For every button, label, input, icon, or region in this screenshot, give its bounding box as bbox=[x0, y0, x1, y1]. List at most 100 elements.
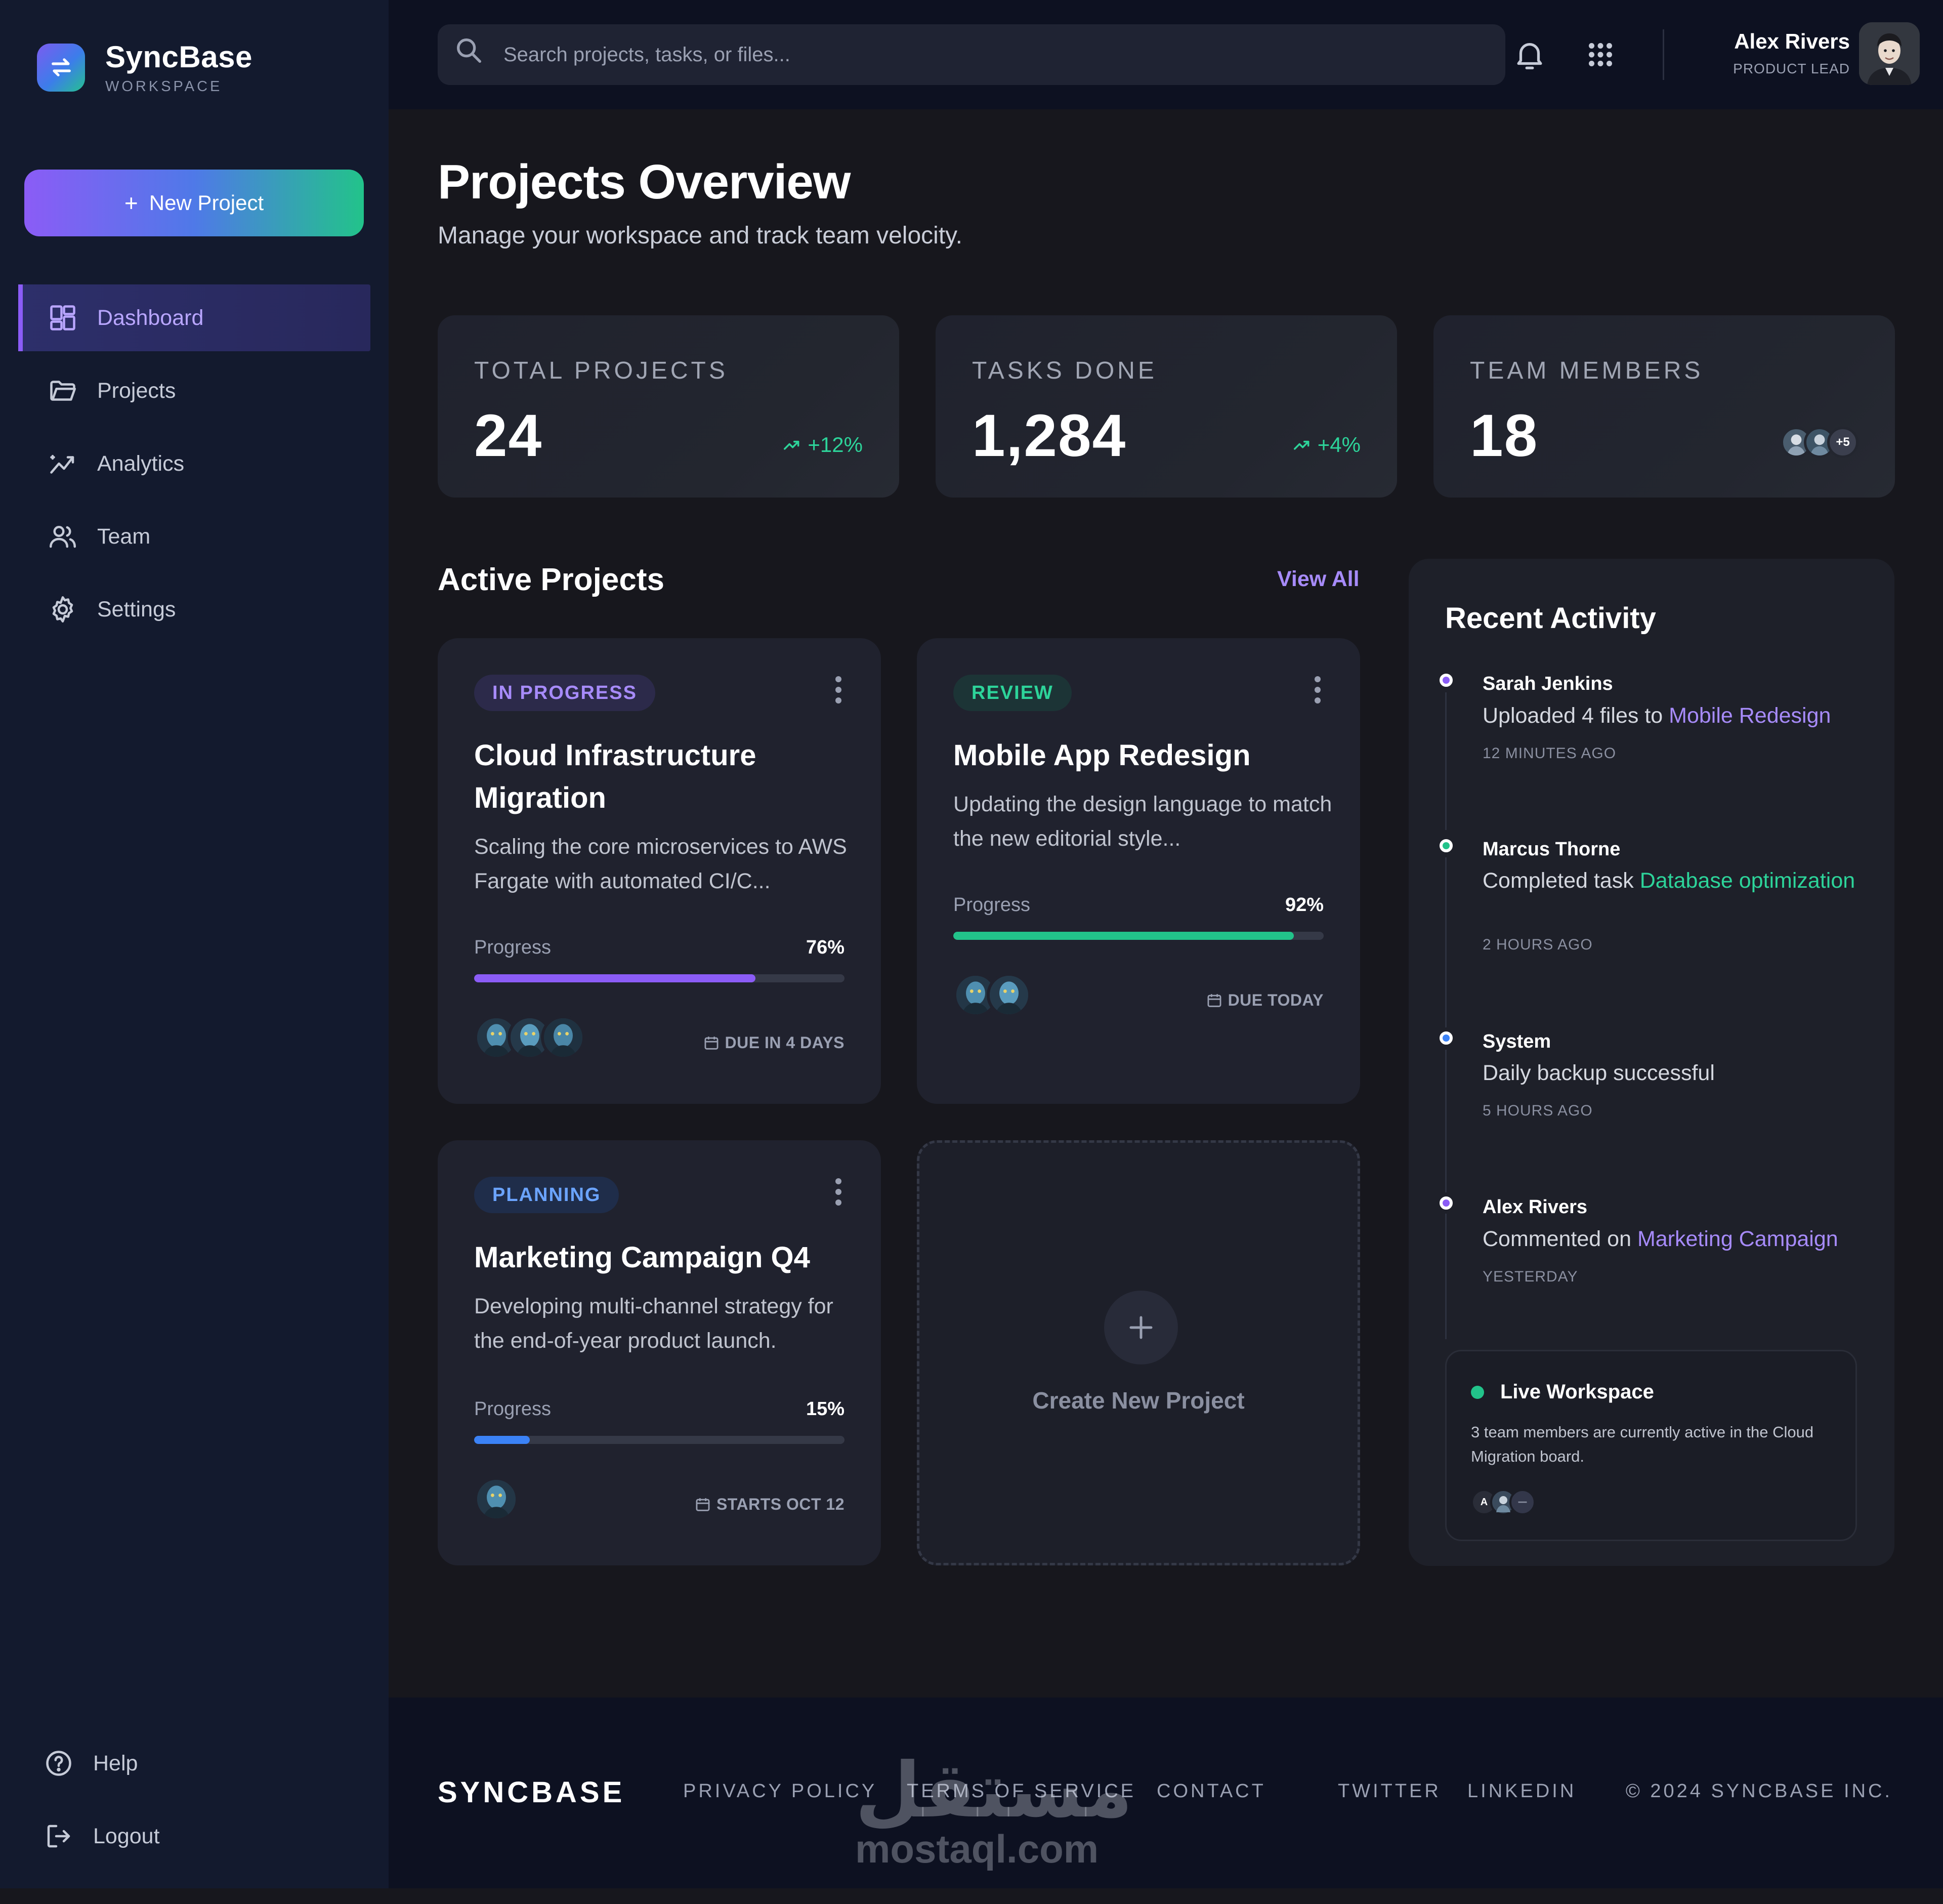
activity-time: 2 HOURS AGO bbox=[1483, 936, 1593, 953]
member-avatars[interactable]: +5 bbox=[1781, 427, 1858, 458]
dashboard-icon bbox=[47, 302, 79, 334]
team-icon bbox=[47, 520, 79, 553]
new-project-label: New Project bbox=[149, 191, 264, 215]
status-badge: PLANNING bbox=[474, 1177, 619, 1213]
timeline-line bbox=[1445, 1050, 1447, 1215]
project-description: Developing multi-channel strategy for th… bbox=[474, 1294, 833, 1353]
project-card-mobile-redesign[interactable]: REVIEW Mobile App Redesign Updating the … bbox=[917, 638, 1360, 1104]
view-all-link[interactable]: View All bbox=[1277, 567, 1360, 591]
footer-link-privacy[interactable]: PRIVACY POLICY bbox=[683, 1781, 877, 1802]
sync-logo-icon bbox=[37, 43, 85, 92]
stat-label: TASKS DONE bbox=[972, 357, 1157, 384]
section-title-active-projects: Active Projects bbox=[438, 562, 664, 597]
progress-bar bbox=[474, 974, 844, 982]
kebab-menu-icon[interactable] bbox=[832, 675, 844, 705]
due-text: STARTS OCT 12 bbox=[716, 1495, 844, 1513]
progress-value: 92% bbox=[1285, 894, 1324, 916]
assignee-avatars[interactable] bbox=[953, 973, 1031, 1017]
progress-label: Progress bbox=[953, 894, 1031, 916]
avatar bbox=[474, 1477, 519, 1521]
avatar[interactable] bbox=[1859, 22, 1920, 85]
gear-icon bbox=[47, 593, 79, 626]
sidebar-item-label: Dashboard bbox=[97, 305, 204, 330]
create-project-card[interactable]: Create New Project bbox=[917, 1140, 1360, 1565]
stat-value: 24 bbox=[474, 402, 543, 469]
avatar bbox=[1509, 1489, 1536, 1515]
search-input[interactable] bbox=[503, 24, 1465, 85]
kebab-menu-icon[interactable] bbox=[1312, 675, 1324, 705]
activity-user: Sarah Jenkins bbox=[1483, 673, 1613, 694]
progress-value: 76% bbox=[806, 937, 844, 958]
footer-brand: SYNCBASE bbox=[438, 1776, 625, 1809]
sidebar-item-label: Help bbox=[93, 1751, 138, 1775]
activity-title: Recent Activity bbox=[1445, 602, 1656, 635]
project-description: Scaling the core microservices to AWS Fa… bbox=[474, 835, 847, 893]
topbar: Alex Rivers PRODUCT LEAD bbox=[389, 0, 1943, 109]
sidebar-item-settings[interactable]: Settings bbox=[18, 576, 370, 643]
footer-link-contact[interactable]: CONTACT bbox=[1157, 1781, 1266, 1802]
search-bar[interactable] bbox=[438, 24, 1505, 85]
assignee-avatars[interactable] bbox=[474, 1477, 519, 1521]
recent-activity-panel: Recent Activity Sarah Jenkins Uploaded 4… bbox=[1409, 559, 1894, 1566]
brand-subtitle: WORKSPACE bbox=[105, 78, 223, 95]
project-card-cloud-migration[interactable]: IN PROGRESS Cloud Infrastructure Migrati… bbox=[438, 638, 881, 1104]
sidebar-item-projects[interactable]: Projects bbox=[18, 357, 370, 424]
progress-fill bbox=[953, 932, 1294, 940]
stat-card-team-members: TEAM MEMBERS 18 +5 bbox=[1433, 315, 1895, 498]
activity-time: YESTERDAY bbox=[1483, 1268, 1578, 1285]
bottom-strip bbox=[0, 1888, 1943, 1904]
assignee-avatars[interactable] bbox=[474, 1015, 585, 1060]
live-workspace-card[interactable]: Live Workspace 3 team members are curren… bbox=[1445, 1350, 1857, 1541]
plus-icon bbox=[1104, 1291, 1178, 1364]
activity-dot bbox=[1435, 670, 1457, 691]
sidebar-item-help[interactable]: Help bbox=[18, 1730, 370, 1797]
new-project-button[interactable]: + New Project bbox=[24, 170, 364, 236]
trend-value: +12% bbox=[808, 433, 863, 457]
project-card-marketing-q4[interactable]: PLANNING Marketing Campaign Q4 Developin… bbox=[438, 1140, 881, 1565]
stat-value: 1,284 bbox=[972, 402, 1127, 469]
watermark-logo: مستقل mostaql.com bbox=[855, 1748, 1133, 1872]
footer-link-linkedin[interactable]: LINKEDIN bbox=[1467, 1781, 1577, 1802]
page-title: Projects Overview bbox=[438, 155, 851, 209]
avatar bbox=[541, 1015, 585, 1060]
sidebar-item-label: Settings bbox=[97, 597, 176, 622]
project-title: Mobile App Redesign bbox=[953, 739, 1251, 772]
sidebar-item-logout[interactable]: Logout bbox=[18, 1803, 370, 1870]
user-name[interactable]: Alex Rivers bbox=[1734, 29, 1850, 53]
apps-grid-icon[interactable] bbox=[1585, 39, 1616, 70]
sidebar-item-dashboard[interactable]: Dashboard bbox=[18, 284, 370, 351]
activity-link[interactable]: Mobile Redesign bbox=[1669, 703, 1831, 728]
watermark-arabic: مستقل bbox=[855, 1748, 1133, 1833]
status-badge: REVIEW bbox=[953, 675, 1072, 711]
bell-icon[interactable] bbox=[1512, 35, 1547, 74]
help-icon bbox=[43, 1747, 75, 1779]
footer: SYNCBASE PRIVACY POLICY TERMS OF SERVICE… bbox=[389, 1698, 1943, 1888]
activity-link[interactable]: Marketing Campaign bbox=[1637, 1227, 1838, 1251]
project-title: Cloud Infrastructure Migration bbox=[474, 739, 756, 814]
stat-label: TOTAL PROJECTS bbox=[474, 357, 728, 384]
sidebar-item-team[interactable]: Team bbox=[18, 503, 370, 570]
plus-icon: + bbox=[124, 190, 138, 216]
activity-user: System bbox=[1483, 1031, 1551, 1052]
progress-value: 15% bbox=[806, 1398, 844, 1420]
brand[interactable]: SyncBase WORKSPACE bbox=[37, 39, 252, 95]
kebab-menu-icon[interactable] bbox=[832, 1177, 844, 1207]
activity-dot bbox=[1435, 835, 1457, 856]
progress-fill bbox=[474, 1436, 530, 1444]
activity-link[interactable]: Database optimization bbox=[1639, 868, 1855, 893]
live-avatars: A bbox=[1471, 1489, 1536, 1515]
activity-time: 12 MINUTES AGO bbox=[1483, 745, 1617, 762]
sidebar-item-analytics[interactable]: Analytics bbox=[18, 430, 370, 497]
footer-link-twitter[interactable]: TWITTER bbox=[1338, 1781, 1441, 1802]
footer-link-terms[interactable]: TERMS OF SERVICE bbox=[907, 1781, 1136, 1802]
progress-label: Progress bbox=[474, 1398, 552, 1420]
search-icon bbox=[457, 38, 481, 63]
sidebar-nav: Dashboard Projects Analytics bbox=[18, 284, 370, 649]
analytics-icon bbox=[47, 447, 79, 480]
stat-trend: +4% bbox=[1292, 433, 1361, 457]
sidebar-bottom-nav: Help Logout bbox=[18, 1730, 370, 1876]
progress-label: Progress bbox=[474, 937, 552, 958]
timeline-line bbox=[1445, 857, 1447, 1048]
sidebar-item-label: Logout bbox=[93, 1824, 160, 1848]
calendar-icon bbox=[704, 1036, 718, 1050]
